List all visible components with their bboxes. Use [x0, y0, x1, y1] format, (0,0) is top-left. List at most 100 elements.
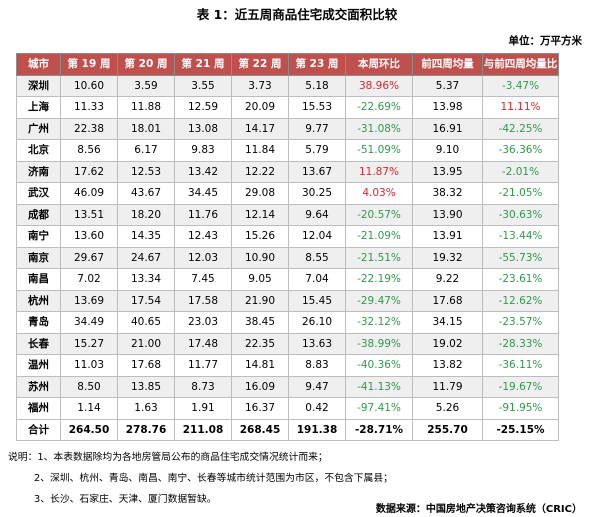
cell-city: 福州: [16, 397, 61, 420]
cell-wow-change: -29.47%: [345, 289, 413, 312]
cell-wow-change: -97.41%: [345, 397, 413, 420]
cell-week19: 29.67: [60, 246, 118, 269]
cell-week21: 7.45: [174, 268, 232, 291]
cell-week19: 1.14: [60, 397, 118, 420]
header-week20: 第 20 周: [117, 53, 175, 76]
cell-wow-change: -40.36%: [345, 354, 413, 377]
cell-week21: 8.73: [174, 375, 232, 398]
cell-week20: 40.65: [117, 311, 175, 334]
cell-four-week-avg: 11.79: [412, 375, 483, 398]
cell-week20: 43.67: [117, 182, 175, 205]
cell-week21: 11.77: [174, 354, 232, 377]
cell-week21: 1.91: [174, 397, 232, 420]
cell-vs-four-week-avg: -36.11%: [482, 354, 559, 377]
cell-week21: 12.59: [174, 96, 232, 119]
table-row: 南京 29.67 24.67 12.03 10.90 8.55 -21.51% 19.32 -5…: [16, 246, 559, 269]
cell-week20: 14.35: [117, 225, 175, 248]
cell-week21: 34.45: [174, 182, 232, 205]
cell-week21: 11.76: [174, 203, 232, 226]
table-row: 福州 1.14 1.63 1.91 16.37 0.42 -97.41% 5.26 -91.95…: [16, 397, 559, 420]
cell-wow-change: -41.13%: [345, 375, 413, 398]
cell-four-week-avg: 255.70: [412, 418, 483, 441]
cell-vs-four-week-avg: -23.61%: [482, 268, 559, 291]
cell-week22: 22.35: [231, 332, 289, 355]
cell-wow-change: -32.12%: [345, 311, 413, 334]
cell-week20: 24.67: [117, 246, 175, 269]
cell-four-week-avg: 13.98: [412, 96, 483, 119]
cell-four-week-avg: 16.91: [412, 117, 483, 140]
cell-wow-change: 11.87%: [345, 160, 413, 183]
cell-week20: 13.85: [117, 375, 175, 398]
cell-week21: 12.03: [174, 246, 232, 269]
cell-week19: 34.49: [60, 311, 118, 334]
cell-week22: 12.14: [231, 203, 289, 226]
cell-week19: 264.50: [60, 418, 118, 441]
table-row: 苏州 8.50 13.85 8.73 16.09 9.47 -41.13% 11.79 -19.…: [16, 375, 559, 398]
cell-four-week-avg: 13.82: [412, 354, 483, 377]
cell-city: 武汉: [16, 182, 61, 205]
header-wow-change: 本周环比: [345, 53, 413, 76]
cell-wow-change: -28.71%: [345, 418, 413, 441]
cell-week22: 3.73: [231, 74, 289, 97]
table-row: 上海 11.33 11.88 12.59 20.09 15.53 -22.69% 13.98 1…: [16, 96, 559, 119]
cell-four-week-avg: 13.95: [412, 160, 483, 183]
cell-week22: 268.45: [231, 418, 289, 441]
cell-week19: 11.33: [60, 96, 118, 119]
table-row: 广州 22.38 18.01 13.08 14.17 9.77 -31.08% 16.91 -4…: [16, 117, 559, 140]
cell-vs-four-week-avg: -2.01%: [482, 160, 559, 183]
cell-week23: 8.83: [288, 354, 346, 377]
cell-vs-four-week-avg: -21.05%: [482, 182, 559, 205]
cell-vs-four-week-avg: -55.73%: [482, 246, 559, 269]
cell-city: 南昌: [16, 268, 61, 291]
cell-city: 温州: [16, 354, 61, 377]
cell-wow-change: -22.19%: [345, 268, 413, 291]
cell-four-week-avg: 17.68: [412, 289, 483, 312]
cell-wow-change: 38.96%: [345, 74, 413, 97]
cell-week20: 18.20: [117, 203, 175, 226]
cell-city: 北京: [16, 139, 61, 162]
cell-city: 深圳: [16, 74, 61, 97]
cell-week20: 21.00: [117, 332, 175, 355]
cell-week19: 8.56: [60, 139, 118, 162]
cell-week21: 17.48: [174, 332, 232, 355]
cell-vs-four-week-avg: 11.11%: [482, 96, 559, 119]
cell-week22: 12.22: [231, 160, 289, 183]
cell-wow-change: -21.09%: [345, 225, 413, 248]
cell-vs-four-week-avg: -23.57%: [482, 311, 559, 334]
cell-week19: 13.51: [60, 203, 118, 226]
cell-city: 上海: [16, 96, 61, 119]
cell-week21: 17.58: [174, 289, 232, 312]
cell-week19: 10.60: [60, 74, 118, 97]
cell-week23: 26.10: [288, 311, 346, 334]
cell-wow-change: 4.03%: [345, 182, 413, 205]
cell-vs-four-week-avg: -13.44%: [482, 225, 559, 248]
cell-week23: 15.53: [288, 96, 346, 119]
cell-wow-change: -22.69%: [345, 96, 413, 119]
cell-week20: 278.76: [117, 418, 175, 441]
cell-week20: 6.17: [117, 139, 175, 162]
cell-vs-four-week-avg: -28.33%: [482, 332, 559, 355]
cell-vs-four-week-avg: -19.67%: [482, 375, 559, 398]
header-four-week-avg: 前四周均量: [412, 53, 483, 76]
unit-label: 单位：万平方米: [508, 35, 583, 47]
cell-vs-four-week-avg: -42.25%: [482, 117, 559, 140]
table-title: 表 1：近五周商品住宅成交面积比较: [196, 7, 398, 22]
cell-vs-four-week-avg: -12.62%: [482, 289, 559, 312]
cell-four-week-avg: 19.02: [412, 332, 483, 355]
cell-wow-change: -21.51%: [345, 246, 413, 269]
header-vs-four-week-avg: 与前四周均量比: [482, 53, 559, 76]
table-row: 温州 11.03 17.68 11.77 14.81 8.83 -40.36% 13.82 -3…: [16, 354, 559, 377]
cell-four-week-avg: 38.32: [412, 182, 483, 205]
cell-week20: 17.54: [117, 289, 175, 312]
cell-week21: 3.55: [174, 74, 232, 97]
note-1: 说明：1、本表数据除均为各地房管局公布的商品住宅成交情况统计而来；: [8, 452, 328, 463]
cell-city: 成都: [16, 203, 61, 226]
table-row: 南昌 7.02 13.34 7.45 9.05 7.04 -22.19% 9.22 -23.61…: [16, 268, 559, 291]
cell-city: 苏州: [16, 375, 61, 398]
header-week19: 第 19 周: [60, 53, 118, 76]
cell-city: 南宁: [16, 225, 61, 248]
data-table: 城市 第 19 周 第 20 周 第 21 周 第 22 周 第 23 周 本周…: [16, 53, 559, 441]
cell-week22: 16.37: [231, 397, 289, 420]
cell-week22: 10.90: [231, 246, 289, 269]
table-row: 深圳 10.60 3.59 3.55 3.73 5.18 38.96% 5.37 -3.47%: [16, 74, 559, 97]
